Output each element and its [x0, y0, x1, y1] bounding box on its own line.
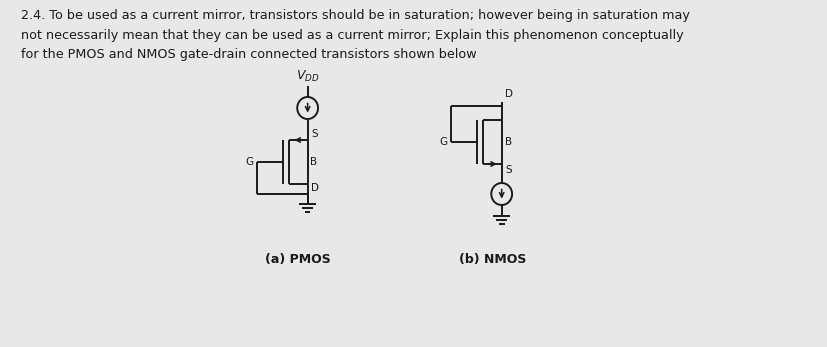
Text: 2.4. To be used as a current mirror, transistors should be in saturation; howeve: 2.4. To be used as a current mirror, tra…: [21, 9, 689, 61]
Text: S: S: [311, 129, 318, 139]
Text: B: B: [504, 137, 511, 147]
Text: G: G: [439, 137, 447, 147]
Text: (b) NMOS: (b) NMOS: [458, 253, 525, 265]
Text: B: B: [310, 157, 318, 167]
Text: $V_{DD}$: $V_{DD}$: [295, 69, 319, 84]
Text: (a) PMOS: (a) PMOS: [265, 253, 331, 265]
Text: D: D: [504, 89, 512, 99]
Text: G: G: [246, 157, 253, 167]
Text: S: S: [504, 165, 511, 175]
Text: D: D: [311, 183, 319, 193]
